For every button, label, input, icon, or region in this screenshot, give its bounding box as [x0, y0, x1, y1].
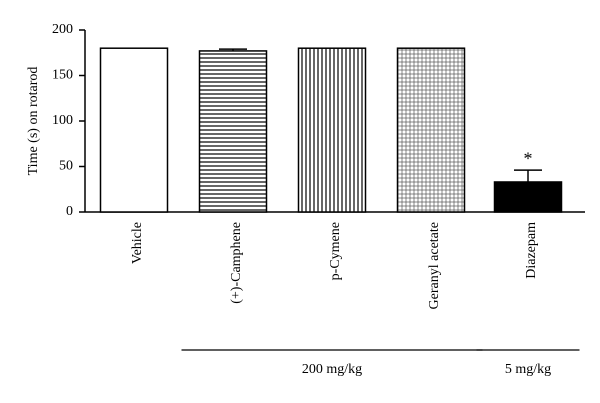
y-tick-label: 150 — [52, 68, 73, 83]
group-label: 5 mg/kg — [505, 362, 551, 377]
group-label: 200 mg/kg — [302, 362, 362, 377]
bar — [396, 47, 466, 213]
y-tick-label: 50 — [59, 159, 73, 174]
bar — [99, 47, 169, 213]
y-tick-label: 200 — [52, 22, 73, 37]
bar — [198, 50, 268, 213]
annotation: * — [524, 148, 533, 168]
x-tick-label: (+)-Camphene — [229, 222, 244, 304]
y-tick-label: 100 — [52, 113, 73, 128]
bar — [297, 47, 367, 213]
x-tick-label: p-Cymene — [328, 222, 343, 280]
bar — [493, 181, 563, 213]
y-axis-label: Time (s) on rotarod — [26, 67, 41, 176]
x-tick-label: Diazepam — [524, 222, 539, 279]
x-tick-label: Geranyl acetate — [427, 222, 442, 309]
y-tick-label: 0 — [66, 204, 73, 219]
x-tick-label: Vehicle — [130, 222, 145, 264]
